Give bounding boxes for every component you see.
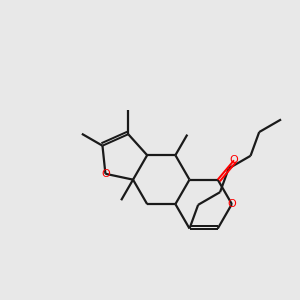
Text: O: O [227,199,236,209]
Text: O: O [230,155,238,165]
Text: O: O [101,169,110,179]
